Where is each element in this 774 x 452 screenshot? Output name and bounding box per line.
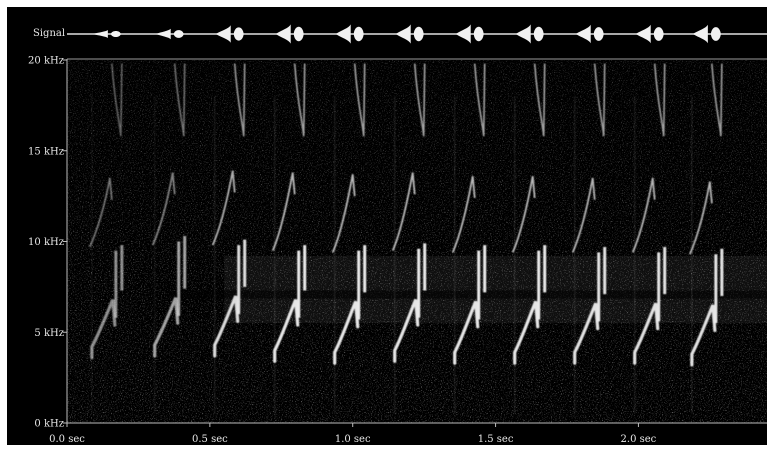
note-sweep — [714, 248, 724, 324]
signal-envelope — [455, 24, 484, 44]
note-harmonic — [151, 172, 176, 246]
note-harmonic — [331, 174, 356, 253]
signal-envelope — [575, 24, 604, 44]
note-harmonic — [571, 177, 596, 253]
signal-envelope — [515, 24, 544, 44]
note-harmonic — [689, 181, 713, 255]
y-tick-label: 20 kHz — [28, 56, 64, 67]
note-upper-harmonic — [353, 63, 366, 137]
note-upper-harmonic — [111, 63, 123, 137]
noise-band — [224, 256, 767, 324]
note-upper-harmonic — [533, 63, 546, 137]
note-sweep — [114, 245, 124, 318]
note-harmonic — [89, 177, 113, 248]
signal-envelope — [92, 30, 121, 38]
note-upper-harmonic — [413, 63, 426, 137]
signal-envelope — [635, 24, 664, 44]
note-sweep — [657, 246, 667, 322]
spectrogram-chart: Signal 0 kHz 5 kHz 10 kHz 15 kHz 20 kHz 0.0 … — [28, 24, 767, 445]
note-upper-harmonic — [473, 63, 486, 137]
signal-envelope — [692, 24, 721, 44]
note-sweep — [177, 236, 187, 316]
signal-waveform-strip: Signal — [33, 24, 767, 60]
note-harmonic — [271, 172, 296, 251]
noise-band-dark — [167, 290, 767, 299]
note-sweep — [597, 246, 607, 322]
note-upper-harmonic — [293, 63, 306, 137]
note-sweep — [417, 243, 427, 318]
note-harmonic — [391, 172, 416, 251]
y-tick-label: 10 kHz — [28, 237, 64, 248]
note-sweep — [477, 245, 487, 320]
signal-envelope — [155, 28, 184, 40]
note-harmonic — [211, 170, 236, 246]
note-sweep — [357, 245, 367, 320]
note-sweep — [297, 245, 307, 318]
note-sweep — [237, 239, 247, 315]
x-tick-label: 2.0 sec — [621, 434, 657, 445]
note-upper-harmonic — [593, 63, 606, 137]
spectrogram-plot-area — [67, 60, 767, 423]
x-tick-label: 0.5 sec — [192, 434, 228, 445]
note-upper-harmonic — [711, 63, 723, 137]
x-tick-label: 1.0 sec — [335, 434, 371, 445]
spectrogram-frame: Signal 0 kHz 5 kHz 10 kHz 15 kHz 20 kHz 0.0 … — [7, 7, 767, 445]
note-harmonic — [451, 175, 476, 253]
note-upper-harmonic — [233, 63, 246, 137]
signal-envelope — [395, 24, 424, 44]
y-tick-label: 5 kHz — [34, 328, 64, 339]
note-harmonic — [631, 177, 656, 253]
signal-envelope — [335, 24, 364, 44]
y-tick-label: 15 kHz — [28, 146, 64, 157]
note-harmonic — [511, 175, 536, 253]
signal-envelope — [215, 25, 244, 43]
note-upper-harmonic — [653, 63, 666, 137]
note-upper-harmonic — [173, 63, 186, 137]
signal-label: Signal — [33, 28, 65, 39]
x-tick-label: 0.0 sec — [49, 434, 85, 445]
x-tick-label: 1.5 sec — [478, 434, 514, 445]
note-sweep — [537, 245, 547, 320]
y-tick-label: 0 kHz — [34, 419, 64, 430]
signal-envelope — [275, 24, 304, 44]
